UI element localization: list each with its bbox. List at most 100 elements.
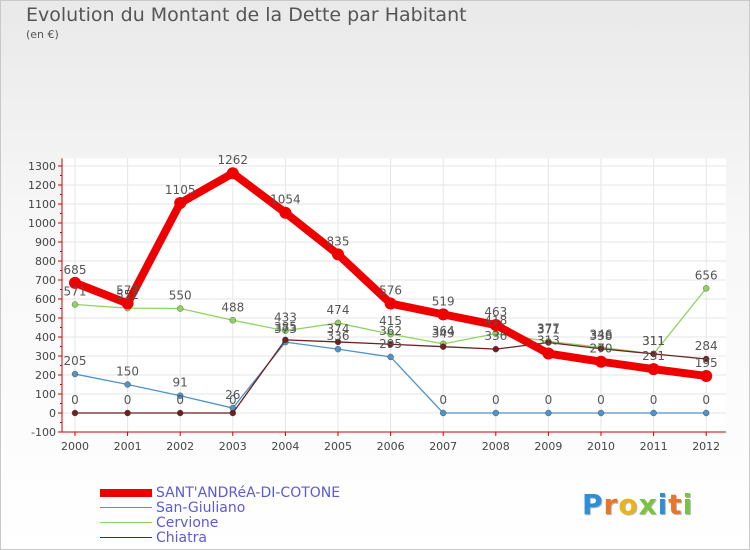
- legend-label-cervione: Cervione: [156, 515, 219, 531]
- data-point-sant-andrea: [489, 319, 502, 332]
- legend-swatch-sant-andrea: [100, 489, 152, 497]
- y-tick-label: -100: [31, 426, 56, 439]
- data-label-sant-andrea: 835: [327, 234, 350, 248]
- data-label-cervione: 418: [484, 314, 507, 328]
- data-label-sant-andrea: 1262: [218, 153, 249, 167]
- x-tick-label: 2008: [482, 440, 510, 453]
- data-point-chiatra: [387, 341, 394, 348]
- data-label-chiatra: 336: [484, 329, 507, 343]
- data-label-cervione: 488: [221, 300, 244, 314]
- x-tick-label: 2003: [219, 440, 247, 453]
- data-point-cervione: [176, 305, 184, 312]
- legend-swatch-san-giuliano: [100, 507, 152, 508]
- data-label-sant-andrea: 576: [379, 284, 402, 298]
- data-label-cervione: 474: [327, 303, 350, 317]
- data-point-sant-andrea: [279, 206, 292, 219]
- y-tick-label: 1100: [28, 198, 56, 211]
- data-point-sant-andrea: [542, 347, 555, 360]
- data-point-san-giuliano: [387, 353, 394, 361]
- data-label-chiatra: 374: [327, 322, 350, 336]
- data-label-san-giuliano: 91: [173, 376, 188, 390]
- data-point-cervione: [387, 330, 394, 338]
- y-tick-label: 300: [35, 350, 56, 363]
- data-label-chiatra: 284: [695, 339, 718, 353]
- data-label-cervione: 550: [169, 289, 192, 303]
- data-label-cervione: 656: [695, 268, 718, 282]
- y-tick-label: 1200: [28, 179, 56, 192]
- data-label-sant-andrea: 463: [484, 305, 507, 319]
- data-point-sant-andrea: [121, 297, 134, 310]
- data-label-san-giuliano: 0: [545, 393, 553, 407]
- data-point-san-giuliano: [545, 409, 552, 417]
- data-label-chiatra: 0: [71, 393, 79, 407]
- data-label-sant-andrea: 231: [642, 349, 665, 363]
- data-point-chiatra: [440, 343, 447, 350]
- data-point-san-giuliano: [334, 345, 342, 353]
- data-point-chiatra: [492, 345, 499, 353]
- legend-label-sant-andrea: SANT'ANDRéA-DI-COTONE: [156, 485, 341, 501]
- x-tick-label: 2012: [692, 440, 720, 453]
- x-tick-label: 2001: [114, 440, 142, 453]
- data-point-san-giuliano: [492, 409, 499, 417]
- x-tick-label: 2010: [587, 440, 615, 453]
- x-tick-label: 2006: [377, 440, 405, 453]
- data-label-san-giuliano: 26: [225, 388, 240, 402]
- data-point-sant-andrea: [174, 197, 187, 210]
- y-tick-label: 200: [35, 369, 56, 382]
- data-point-cervione: [229, 317, 237, 324]
- data-label-cervione: 377: [537, 321, 560, 335]
- data-point-sant-andrea: [332, 248, 344, 261]
- data-point-sant-andrea: [437, 308, 450, 321]
- logo-letter: P: [582, 488, 604, 521]
- y-tick-label: 1000: [28, 217, 56, 230]
- data-point-chiatra: [650, 350, 657, 358]
- data-label-san-giuliano: 336: [327, 329, 350, 343]
- data-point-chiatra: [703, 355, 710, 363]
- data-label-san-giuliano: 295: [379, 337, 402, 351]
- data-point-san-giuliano: [597, 409, 605, 417]
- data-point-sant-andrea: [647, 363, 660, 376]
- logo-letter: o: [618, 488, 639, 521]
- data-label-cervione: 415: [379, 314, 402, 328]
- data-label-san-giuliano: 0: [702, 393, 710, 407]
- data-point-chiatra: [334, 338, 342, 346]
- x-tick-label: 2002: [166, 440, 194, 453]
- y-tick-label: 400: [35, 331, 56, 344]
- data-point-chiatra: [71, 409, 79, 417]
- logo-letter: t: [668, 488, 683, 521]
- data-label-cervione: 552: [116, 288, 139, 302]
- data-label-chiatra: 349: [432, 327, 455, 341]
- x-tick-label: 2004: [271, 440, 299, 453]
- data-label-sant-andrea: 685: [64, 263, 87, 277]
- x-tick-label: 2000: [61, 440, 89, 453]
- y-tick-label: 100: [35, 388, 56, 401]
- data-label-cervione: 364: [432, 324, 455, 338]
- data-point-sant-andrea: [69, 276, 81, 289]
- data-point-san-giuliano: [650, 409, 657, 417]
- y-tick-label: 800: [35, 255, 56, 268]
- x-tick-label: 2005: [324, 440, 352, 453]
- data-label-sant-andrea: 270: [590, 342, 613, 356]
- data-label-sant-andrea: 313: [537, 334, 560, 348]
- data-point-sant-andrea: [384, 297, 397, 310]
- legend-swatch-cervione: [100, 522, 152, 523]
- data-label-chiatra: 0: [176, 393, 184, 407]
- data-point-san-giuliano: [71, 370, 79, 378]
- data-label-sant-andrea: 1054: [270, 193, 301, 207]
- y-tick-label: 700: [35, 274, 56, 287]
- data-label-cervione: 346: [590, 327, 613, 341]
- data-label-chiatra: 362: [379, 324, 402, 338]
- data-point-san-giuliano: [176, 392, 184, 399]
- x-tick-label: 2007: [429, 440, 457, 453]
- y-tick-label: 900: [35, 236, 56, 249]
- data-label-chiatra: 385: [274, 320, 297, 334]
- legend-swatch-chiatra: [100, 537, 152, 538]
- data-label-chiatra: 0: [229, 393, 237, 407]
- data-label-san-giuliano: 150: [116, 365, 139, 379]
- data-label-sant-andrea: 577: [116, 283, 139, 297]
- proxiti-logo: Proxiti: [582, 488, 693, 521]
- data-label-san-giuliano: 0: [597, 393, 605, 407]
- data-point-san-giuliano: [124, 381, 131, 388]
- legend-label-chiatra: Chiatra: [156, 530, 207, 546]
- data-label-chiatra: 338: [590, 329, 613, 343]
